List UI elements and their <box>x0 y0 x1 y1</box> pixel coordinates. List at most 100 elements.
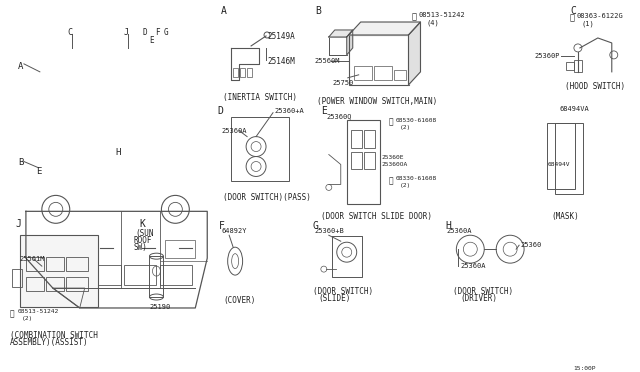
Text: (HOOD SWITCH): (HOOD SWITCH) <box>565 82 625 91</box>
Text: SW): SW) <box>134 243 147 252</box>
Text: 25360: 25360 <box>520 242 541 248</box>
Bar <box>20 235 98 307</box>
Bar <box>329 37 347 55</box>
Text: A: A <box>18 62 23 71</box>
Text: E: E <box>36 167 41 176</box>
Text: 64892Y: 64892Y <box>221 228 246 234</box>
Bar <box>351 151 362 170</box>
Bar <box>547 123 575 189</box>
Bar <box>354 66 372 80</box>
Text: 25360E: 25360E <box>381 154 404 160</box>
Text: (COMBINATION SWITCH: (COMBINATION SWITCH <box>10 331 98 340</box>
Text: (INERTIA SWITCH): (INERTIA SWITCH) <box>223 93 297 102</box>
Text: (2): (2) <box>399 183 411 189</box>
Text: 25190: 25190 <box>150 304 171 310</box>
Text: Ⓢ: Ⓢ <box>10 309 15 318</box>
Text: K: K <box>140 219 145 229</box>
Text: (DRIVER): (DRIVER) <box>460 294 497 303</box>
Text: 25149A: 25149A <box>267 32 295 41</box>
Text: J: J <box>15 219 21 229</box>
Bar <box>26 257 44 271</box>
Bar <box>329 37 347 55</box>
Text: A: A <box>221 6 227 16</box>
Text: C: C <box>68 28 73 37</box>
Bar <box>394 70 406 80</box>
Text: (DOOR SWITCH)(PASS): (DOOR SWITCH)(PASS) <box>223 193 311 202</box>
Text: D: D <box>217 106 223 116</box>
Text: (SUN: (SUN <box>136 229 154 238</box>
Text: Ⓢ: Ⓢ <box>388 118 393 127</box>
Text: 08530-61608: 08530-61608 <box>396 118 437 123</box>
Bar <box>161 265 192 285</box>
Bar <box>46 277 64 291</box>
Text: 25360OA: 25360OA <box>381 161 408 167</box>
Polygon shape <box>347 30 353 55</box>
Bar <box>364 129 374 148</box>
Text: 25146M: 25146M <box>267 57 295 66</box>
Text: G: G <box>163 28 168 37</box>
Text: 25561M: 25561M <box>20 256 45 262</box>
Text: E: E <box>150 36 154 45</box>
Text: 25360Q: 25360Q <box>327 113 352 119</box>
Text: (DOOR SWITCH SLIDE DOOR): (DOOR SWITCH SLIDE DOOR) <box>321 212 432 221</box>
Polygon shape <box>329 30 353 37</box>
Polygon shape <box>349 22 420 35</box>
Text: ASSEMBLY)(ASSIST): ASSEMBLY)(ASSIST) <box>10 338 88 347</box>
Bar <box>555 123 583 195</box>
Bar <box>12 269 22 287</box>
Text: 68494V: 68494V <box>548 161 570 167</box>
Text: (POWER WINDOW SWITCH,MAIN): (POWER WINDOW SWITCH,MAIN) <box>317 97 437 106</box>
Text: B: B <box>315 6 321 16</box>
Text: 25560M: 25560M <box>315 58 340 64</box>
Text: Ⓢ: Ⓢ <box>388 176 393 186</box>
Text: Ⓢ: Ⓢ <box>570 13 575 22</box>
Text: E: E <box>321 106 326 116</box>
Bar <box>574 60 582 72</box>
Text: 25360+A: 25360+A <box>274 108 304 114</box>
Text: (1): (1) <box>582 20 595 26</box>
Text: 25360A: 25360A <box>446 228 472 234</box>
Bar <box>231 117 289 182</box>
Text: H: H <box>116 148 121 157</box>
Text: 25360A: 25360A <box>221 128 246 134</box>
Text: H: H <box>445 221 451 231</box>
Text: 08513-51242: 08513-51242 <box>419 12 465 18</box>
Bar <box>347 120 380 204</box>
Text: C: C <box>570 6 576 16</box>
Bar <box>124 265 156 285</box>
Bar <box>374 66 392 80</box>
Text: (2): (2) <box>22 316 33 321</box>
Polygon shape <box>408 22 420 85</box>
Text: (4): (4) <box>426 19 439 26</box>
Text: (SLIDE): (SLIDE) <box>319 294 351 303</box>
Bar <box>66 257 88 271</box>
Text: D: D <box>143 28 147 37</box>
Text: (COVER): (COVER) <box>223 296 255 305</box>
Bar <box>351 129 362 148</box>
Text: 08330-61608: 08330-61608 <box>396 176 437 182</box>
Bar <box>247 68 252 77</box>
Bar <box>364 151 374 170</box>
Bar <box>233 68 238 77</box>
Text: J: J <box>124 28 129 37</box>
Bar <box>26 277 44 291</box>
Bar <box>349 35 408 85</box>
Bar <box>88 265 120 285</box>
Text: 08363-6122G: 08363-6122G <box>577 13 623 19</box>
Text: 25360P: 25360P <box>534 53 560 59</box>
Text: (DOOR SWITCH): (DOOR SWITCH) <box>453 287 513 296</box>
Text: F: F <box>220 221 225 231</box>
Text: 25750: 25750 <box>333 80 354 86</box>
Bar <box>66 277 88 291</box>
Text: (MASK): (MASK) <box>551 212 579 221</box>
Bar <box>566 62 574 70</box>
Text: 08513-51242: 08513-51242 <box>18 309 59 314</box>
Text: (2): (2) <box>399 125 411 130</box>
Bar <box>240 68 245 77</box>
Bar <box>165 240 195 258</box>
Text: B: B <box>18 157 23 167</box>
Text: 25360A: 25360A <box>460 263 486 269</box>
Bar <box>46 257 64 271</box>
Text: Ⓢ: Ⓢ <box>412 12 417 21</box>
Text: G: G <box>313 221 319 231</box>
